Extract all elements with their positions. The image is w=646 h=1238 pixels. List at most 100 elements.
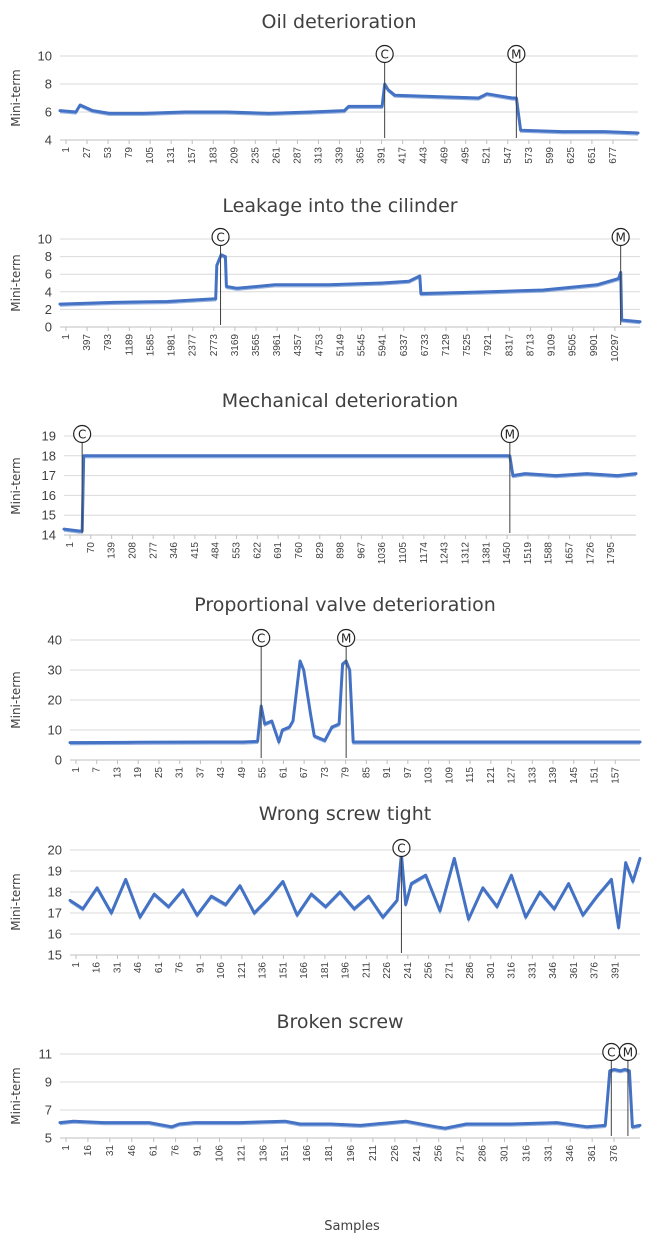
y-tick-label: 19 (48, 864, 62, 879)
x-tick-label: 316 (521, 1145, 532, 1162)
y-tick-label: 15 (48, 948, 62, 963)
x-tick-label: 106 (216, 962, 227, 979)
y-axis-label: Mini-term (9, 69, 23, 126)
chart-title: Broken screw (276, 1011, 403, 1033)
x-tick-label: 376 (609, 1145, 620, 1162)
x-tick-label: 73 (320, 767, 331, 779)
y-tick-label: 10 (48, 723, 62, 738)
x-tick-label: 1189 (124, 334, 135, 356)
x-tick-label: 361 (569, 962, 580, 979)
x-tick-label: 599 (545, 147, 556, 164)
x-tick-label: 31 (105, 1145, 116, 1157)
x-tick-label: 287 (292, 147, 303, 164)
y-tick-label: 7 (45, 1103, 52, 1118)
x-tick-label: 226 (382, 962, 393, 979)
x-tick-label: 898 (336, 542, 347, 559)
x-tick-label: 139 (548, 767, 559, 784)
x-tick-label: 196 (341, 962, 352, 979)
x-tick-label: 7921 (483, 334, 494, 357)
x-tick-label: 6733 (420, 334, 431, 357)
y-tick-label: 4 (45, 133, 52, 148)
x-tick-label: 235 (250, 147, 261, 164)
x-tick-label: 261 (271, 147, 282, 164)
y-tick-label: 8 (45, 77, 52, 92)
x-tick-label: 1 (71, 767, 82, 773)
y-tick-label: 0 (45, 320, 52, 335)
y-axis-label: Mini-term (9, 254, 23, 311)
x-tick-label: 103 (424, 767, 435, 784)
marker-circle (73, 424, 92, 444)
x-tick-label: 365 (356, 147, 367, 164)
x-tick-label: 5545 (357, 334, 368, 357)
y-tick-label: 30 (48, 663, 62, 678)
x-tick-label: 9109 (547, 334, 558, 357)
x-tick-label: 91 (193, 1145, 204, 1157)
chart-panel-3: Mechanical deteriorationMini-term1415161… (9, 390, 638, 565)
x-tick-label: 49 (237, 767, 248, 779)
x-tick-label: 313 (313, 147, 324, 164)
x-tick-label: 70 (86, 542, 97, 554)
x-tick-label: 226 (390, 1145, 401, 1162)
y-tick-label: 8 (45, 249, 52, 264)
x-tick-label: 7129 (441, 334, 452, 357)
x-tick-label: 301 (499, 1145, 510, 1162)
x-tick-label: 1585 (145, 334, 156, 357)
y-tick-label: 16 (42, 488, 56, 503)
x-tick-label: 1450 (502, 542, 513, 565)
x-tick-label: 209 (229, 147, 240, 164)
x-tick-label: 10297 (610, 334, 621, 362)
x-tick-label: 469 (440, 147, 451, 164)
x-tick-label: 651 (587, 147, 598, 164)
y-tick-label: 18 (42, 448, 56, 463)
series-noise-band (59, 84, 639, 136)
x-tick-label: 1036 (377, 542, 388, 565)
x-tick-label: 61 (149, 1145, 160, 1157)
x-tick-label: 16 (83, 1145, 94, 1157)
x-tick-label: 151 (590, 767, 601, 784)
x-tick-label: 67 (299, 767, 310, 779)
y-tick-label: 14 (42, 528, 56, 543)
x-tick-label: 6337 (399, 334, 410, 357)
marker-circle (611, 227, 630, 247)
x-tick-label: 1 (61, 334, 72, 340)
x-tick-label: 31 (175, 767, 186, 779)
x-tick-label: 97 (403, 767, 414, 779)
x-tick-label: 46 (127, 1145, 138, 1157)
x-tick-label: 166 (302, 1145, 313, 1162)
x-tick-label: 91 (382, 767, 393, 779)
y-tick-label: 19 (42, 429, 56, 444)
chart-title: Oil deterioration (261, 11, 416, 33)
x-tick-label: 417 (398, 147, 409, 164)
x-tick-label: 622 (252, 542, 263, 559)
y-tick-label: 18 (48, 885, 62, 900)
x-tick-label: 1381 (481, 542, 492, 565)
chart-title: Leakage into the cilinder (222, 195, 457, 217)
x-tick-label: 9505 (568, 334, 579, 357)
marker-circle (211, 227, 230, 247)
y-tick-label: 0 (55, 753, 62, 768)
marker-circle (392, 838, 411, 858)
x-tick-label: 133 (527, 767, 538, 784)
x-tick-label: 256 (424, 962, 435, 979)
x-tick-label: 547 (503, 147, 514, 164)
x-tick-label: 157 (610, 767, 621, 784)
x-tick-label: 109 (444, 767, 455, 784)
x-tick-label: 76 (175, 962, 186, 974)
x-tick-label: 677 (608, 147, 619, 164)
y-tick-label: 5 (45, 1131, 52, 1146)
x-tick-label: 1795 (606, 542, 617, 565)
chart-panel-5: Wrong screw tight Mini-term 15 16 17 18 19 20 1 1… (9, 803, 642, 979)
x-tick-label: 208 (127, 542, 138, 559)
x-tick-label: 1 (61, 1145, 72, 1151)
marker-label-m: M (623, 1046, 633, 1060)
x-tick-label: 2773 (209, 334, 220, 357)
series-line-1 (68, 852, 642, 930)
x-tick-label: 121 (486, 767, 497, 784)
x-tick-label: 397 (82, 334, 93, 351)
x-tick-label: 131 (166, 147, 177, 164)
x-tick-label: 331 (543, 1145, 554, 1162)
x-tick-label: 1657 (565, 542, 576, 565)
x-tick-label: 495 (461, 147, 472, 164)
marker-circle (337, 628, 356, 648)
